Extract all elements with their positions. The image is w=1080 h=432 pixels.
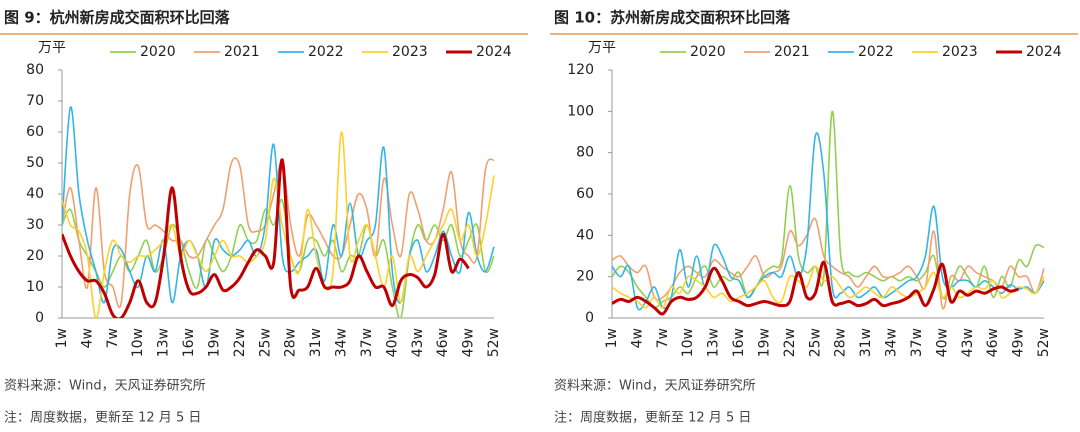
data-note: 注：周度数据，更新至 12 月 5 日: [554, 410, 751, 426]
x-tick-label: 43w: [410, 328, 426, 357]
x-tick-label: 52w: [486, 328, 502, 357]
legend-label: 2021: [774, 44, 810, 60]
chart-title: 图 9：杭州新房成交面积环比回落: [4, 9, 231, 27]
x-tick-label: 10w: [680, 328, 696, 357]
x-tick-label: 34w: [884, 328, 900, 357]
x-tick-label: 7w: [105, 328, 121, 348]
x-tick-label: 13w: [706, 328, 722, 357]
legend-label: 2020: [140, 44, 176, 60]
x-tick-label: 31w: [308, 328, 324, 357]
y-tick-label: 80: [576, 145, 594, 161]
x-tick-label: 1w: [604, 328, 620, 348]
y-tick-label: 20: [576, 269, 594, 285]
y-tick-label: 0: [35, 310, 44, 326]
legend-label: 2020: [690, 44, 726, 60]
x-tick-label: 22w: [782, 328, 798, 357]
x-tick-label: 19w: [756, 328, 772, 357]
chart-title: 图 10：苏州新房成交面积环比回落: [554, 9, 791, 27]
x-tick-label: 4w: [629, 328, 645, 348]
y-tick-label: 120: [567, 62, 594, 78]
source-note: 资料来源：Wind，天风证券研究所: [4, 378, 206, 394]
legend-label: 2021: [224, 44, 260, 60]
x-tick-label: 37w: [909, 328, 925, 357]
legend-label: 2024: [476, 44, 512, 60]
y-tick-label: 10: [26, 279, 44, 295]
x-tick-label: 40w: [934, 328, 950, 357]
x-tick-label: 52w: [1036, 328, 1052, 357]
legend-label: 2023: [392, 44, 428, 60]
y-tick-label: 40: [576, 227, 594, 243]
y-tick-label: 100: [567, 103, 594, 119]
x-tick-label: 43w: [960, 328, 976, 357]
x-tick-label: 10w: [130, 328, 146, 357]
x-tick-label: 7w: [655, 328, 671, 348]
y-tick-label: 20: [26, 248, 44, 264]
y-tick-label: 60: [26, 124, 44, 140]
x-tick-label: 22w: [232, 328, 248, 357]
x-tick-label: 13w: [156, 328, 172, 357]
y-tick-label: 0: [585, 310, 594, 326]
series-line: [62, 158, 470, 318]
x-tick-label: 49w: [1011, 328, 1027, 357]
x-tick-label: 25w: [257, 328, 273, 357]
legend-label: 2022: [858, 44, 894, 60]
source-note: 资料来源：Wind，天风证券研究所: [554, 378, 756, 394]
y-tick-label: 80: [26, 62, 44, 78]
x-tick-label: 28w: [833, 328, 849, 357]
x-tick-label: 25w: [807, 328, 823, 357]
y-tick-label: 50: [26, 155, 44, 171]
data-note: 注：周度数据，更新至 12 月 5 日: [4, 410, 201, 426]
x-tick-label: 1w: [54, 328, 70, 348]
y-tick-label: 40: [26, 186, 44, 202]
x-tick-label: 16w: [181, 328, 197, 357]
x-tick-label: 37w: [359, 328, 375, 357]
x-tick-label: 40w: [384, 328, 400, 357]
series-line: [62, 131, 495, 318]
y-tick-label: 60: [576, 186, 594, 202]
x-tick-label: 31w: [858, 328, 874, 357]
x-tick-label: 16w: [731, 328, 747, 357]
x-tick-label: 49w: [461, 328, 477, 357]
x-tick-label: 34w: [334, 328, 350, 357]
series-line: [612, 132, 1045, 311]
legend-label: 2023: [942, 44, 978, 60]
x-tick-label: 19w: [206, 328, 222, 357]
y-tick-label: 70: [26, 93, 44, 109]
series-line: [612, 110, 1045, 309]
y-axis-label: 万平: [38, 40, 66, 56]
x-tick-label: 28w: [283, 328, 299, 357]
x-tick-label: 46w: [435, 328, 451, 357]
x-tick-label: 46w: [985, 328, 1001, 357]
y-tick-label: 30: [26, 217, 44, 233]
x-tick-label: 4w: [79, 328, 95, 348]
y-axis-label: 万平: [588, 40, 616, 56]
legend-label: 2022: [308, 44, 344, 60]
series-line: [612, 260, 1020, 316]
legend-label: 2024: [1026, 44, 1062, 60]
series-line: [62, 157, 495, 309]
series-line: [62, 106, 495, 304]
